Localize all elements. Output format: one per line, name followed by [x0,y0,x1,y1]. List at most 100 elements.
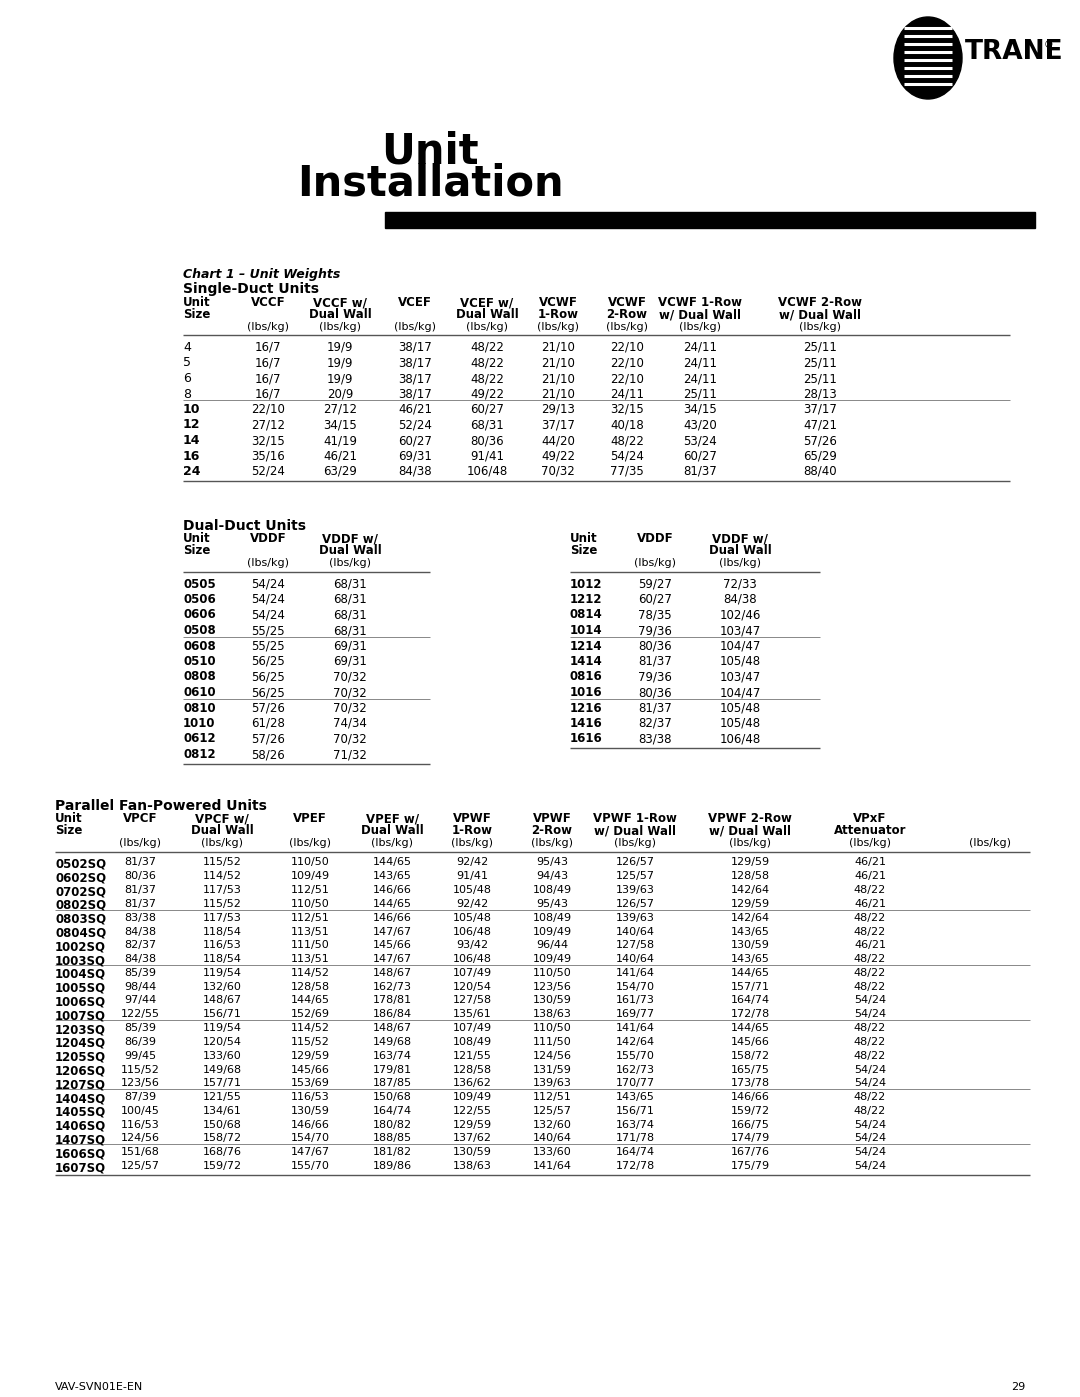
Text: 156/71: 156/71 [616,1106,654,1116]
Text: 127/58: 127/58 [616,940,654,950]
Text: 99/45: 99/45 [124,1051,157,1060]
Text: 120/54: 120/54 [453,982,491,992]
Text: 37/17: 37/17 [804,402,837,416]
Text: 135/61: 135/61 [453,1009,491,1020]
Text: 0612: 0612 [183,732,216,746]
Text: 0804SQ: 0804SQ [55,926,106,940]
Text: 48/22: 48/22 [854,1037,886,1046]
Text: 155/70: 155/70 [616,1051,654,1060]
Text: 69/31: 69/31 [333,655,367,668]
Text: 104/47: 104/47 [719,686,760,698]
Text: VCCF: VCCF [251,296,285,309]
Text: 128/58: 128/58 [453,1065,491,1074]
Text: 109/49: 109/49 [291,872,329,882]
Text: 169/77: 169/77 [616,1009,654,1020]
Text: 48/22: 48/22 [854,926,886,936]
Text: 1203SQ: 1203SQ [55,1023,106,1037]
Text: (lbs/kg): (lbs/kg) [799,321,841,332]
Text: Dual-Duct Units: Dual-Duct Units [183,518,306,532]
Text: Dual Wall: Dual Wall [319,545,381,557]
Text: 124/56: 124/56 [532,1051,571,1060]
Text: 128/58: 128/58 [291,982,329,992]
Text: 46/21: 46/21 [854,858,886,868]
Text: 81/37: 81/37 [124,898,156,909]
Text: 144/65: 144/65 [730,968,769,978]
Text: 140/64: 140/64 [616,954,654,964]
Text: 19/9: 19/9 [327,372,353,386]
Text: 54/24: 54/24 [854,1133,886,1144]
Text: 38/17: 38/17 [399,387,432,401]
Text: 83/38: 83/38 [124,912,156,922]
Text: 108/49: 108/49 [453,1037,491,1046]
Text: (lbs/kg): (lbs/kg) [451,838,492,848]
Text: VAV-SVN01E-EN: VAV-SVN01E-EN [55,1382,144,1391]
Text: 0610: 0610 [183,686,216,698]
Text: 1207SQ: 1207SQ [55,1078,106,1091]
Text: 1205SQ: 1205SQ [55,1051,106,1063]
Text: Unit: Unit [381,130,478,172]
Text: 141/64: 141/64 [616,968,654,978]
Text: 74/34: 74/34 [333,717,367,731]
Text: 54/24: 54/24 [251,592,285,606]
Text: 86/39: 86/39 [124,1037,156,1046]
Text: 150/68: 150/68 [203,1120,242,1130]
Text: Dual Wall: Dual Wall [361,824,423,837]
Text: 81/37: 81/37 [124,886,156,895]
Text: VCCF w/: VCCF w/ [313,296,367,309]
Text: 54/24: 54/24 [854,1078,886,1088]
Text: 1414: 1414 [570,655,603,668]
Text: 1214: 1214 [570,640,603,652]
Text: (lbs/kg): (lbs/kg) [615,838,656,848]
Text: 112/51: 112/51 [532,1092,571,1102]
Text: 106/48: 106/48 [467,465,508,478]
Text: 130/59: 130/59 [291,1106,329,1116]
Text: 150/68: 150/68 [373,1092,411,1102]
Text: 71/32: 71/32 [333,747,367,761]
Text: Chart 1 – Unit Weights: Chart 1 – Unit Weights [183,268,340,281]
Text: 48/22: 48/22 [854,968,886,978]
Text: 38/17: 38/17 [399,372,432,386]
Text: 1012: 1012 [570,577,603,591]
Text: 46/21: 46/21 [854,898,886,909]
Text: 105/48: 105/48 [719,701,760,714]
Text: 93/42: 93/42 [456,940,488,950]
Text: VPWF 2-Row: VPWF 2-Row [708,813,792,826]
Text: 24/11: 24/11 [683,372,717,386]
Text: 126/57: 126/57 [616,898,654,909]
Text: 187/85: 187/85 [373,1078,411,1088]
Text: 106/48: 106/48 [719,732,760,746]
Text: 144/65: 144/65 [373,898,411,909]
Text: 129/59: 129/59 [730,858,770,868]
Text: 48/22: 48/22 [854,1051,886,1060]
Text: 125/57: 125/57 [121,1161,160,1171]
Text: 60/27: 60/27 [638,592,672,606]
Text: 54/24: 54/24 [610,450,644,462]
Text: 108/49: 108/49 [532,886,571,895]
Text: 164/74: 164/74 [730,996,770,1006]
Text: 68/31: 68/31 [333,609,367,622]
Text: 80/36: 80/36 [124,872,156,882]
Text: (lbs/kg): (lbs/kg) [729,838,771,848]
Text: w/ Dual Wall: w/ Dual Wall [708,824,791,837]
Text: 133/60: 133/60 [203,1051,241,1060]
Text: (lbs/kg): (lbs/kg) [849,838,891,848]
Text: 48/22: 48/22 [854,1092,886,1102]
Text: 111/50: 111/50 [291,940,329,950]
Text: 138/63: 138/63 [532,1009,571,1020]
Text: 125/57: 125/57 [616,872,654,882]
Text: 8: 8 [183,387,191,401]
Text: 147/67: 147/67 [373,926,411,936]
Text: 139/63: 139/63 [532,1078,571,1088]
Text: (lbs/kg): (lbs/kg) [247,559,289,569]
Text: 68/31: 68/31 [333,592,367,606]
Text: 126/57: 126/57 [616,858,654,868]
Text: 80/36: 80/36 [638,686,672,698]
Text: 153/69: 153/69 [291,1078,329,1088]
Text: 117/53: 117/53 [203,912,242,922]
Text: 47/21: 47/21 [804,419,837,432]
Text: 24: 24 [183,465,201,478]
Text: VPCF w/: VPCF w/ [195,813,248,826]
Text: 48/22: 48/22 [854,886,886,895]
Text: 113/51: 113/51 [291,954,329,964]
Text: 130/59: 130/59 [453,1147,491,1157]
